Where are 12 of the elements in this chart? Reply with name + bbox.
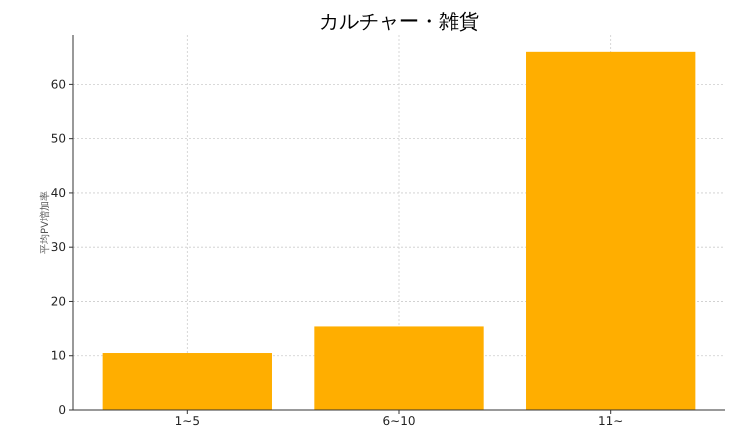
x-tick-label: 11~ bbox=[598, 414, 624, 428]
y-tick-label: 40 bbox=[50, 186, 66, 200]
y-axis-title: 平均PV増加率 bbox=[39, 191, 51, 254]
x-tick-label: 1~5 bbox=[174, 414, 200, 428]
x-tick-label: 6~10 bbox=[382, 414, 416, 428]
chart-title: カルチャー・雑貨 bbox=[319, 9, 479, 33]
y-tick-label: 60 bbox=[50, 77, 66, 92]
y-tick-label: 30 bbox=[50, 240, 66, 254]
y-tick-label: 50 bbox=[50, 132, 66, 146]
y-tick-label: 20 bbox=[50, 294, 66, 308]
y-tick-label: 0 bbox=[58, 403, 66, 417]
y-tick-label: 10 bbox=[50, 348, 66, 363]
